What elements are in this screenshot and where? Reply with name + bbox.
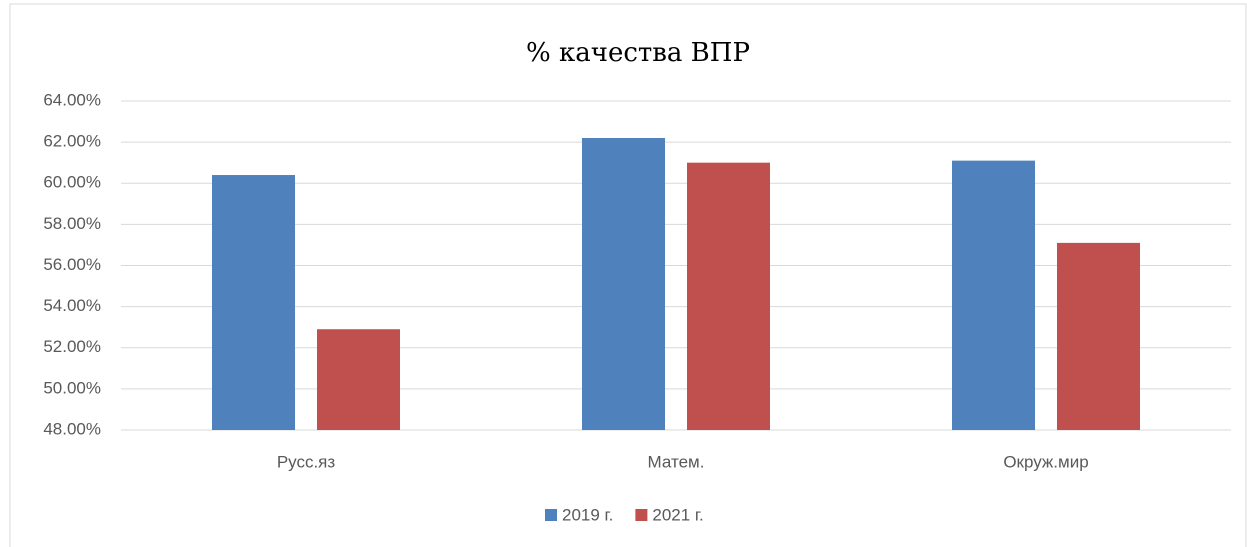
y-tick-label: 56.00% [43,255,101,274]
y-tick-label: 60.00% [43,173,101,192]
y-tick-label: 54.00% [43,296,101,315]
y-tick-label: 50.00% [43,378,101,397]
legend-swatch [635,509,648,521]
bar [317,329,400,430]
y-tick-label: 48.00% [43,419,101,438]
y-tick-label: 62.00% [43,132,101,151]
bar [952,160,1035,430]
bar [687,162,770,430]
y-tick-label: 58.00% [43,214,101,233]
x-tick-label: Русс.яз [277,452,336,471]
x-tick-label: Матем. [648,452,705,471]
legend-label: 2021 г. [652,505,703,524]
legend-swatch [545,509,557,521]
y-tick-label: 64.00% [43,90,101,109]
x-tick-label: Окруж.мир [1003,452,1088,471]
bar [212,175,295,430]
bar [1057,242,1140,430]
y-tick-label: 52.00% [43,337,101,356]
legend-label: 2019 г. [562,505,613,524]
bar [582,138,665,430]
chart-title: % качества ВПР [526,38,750,68]
